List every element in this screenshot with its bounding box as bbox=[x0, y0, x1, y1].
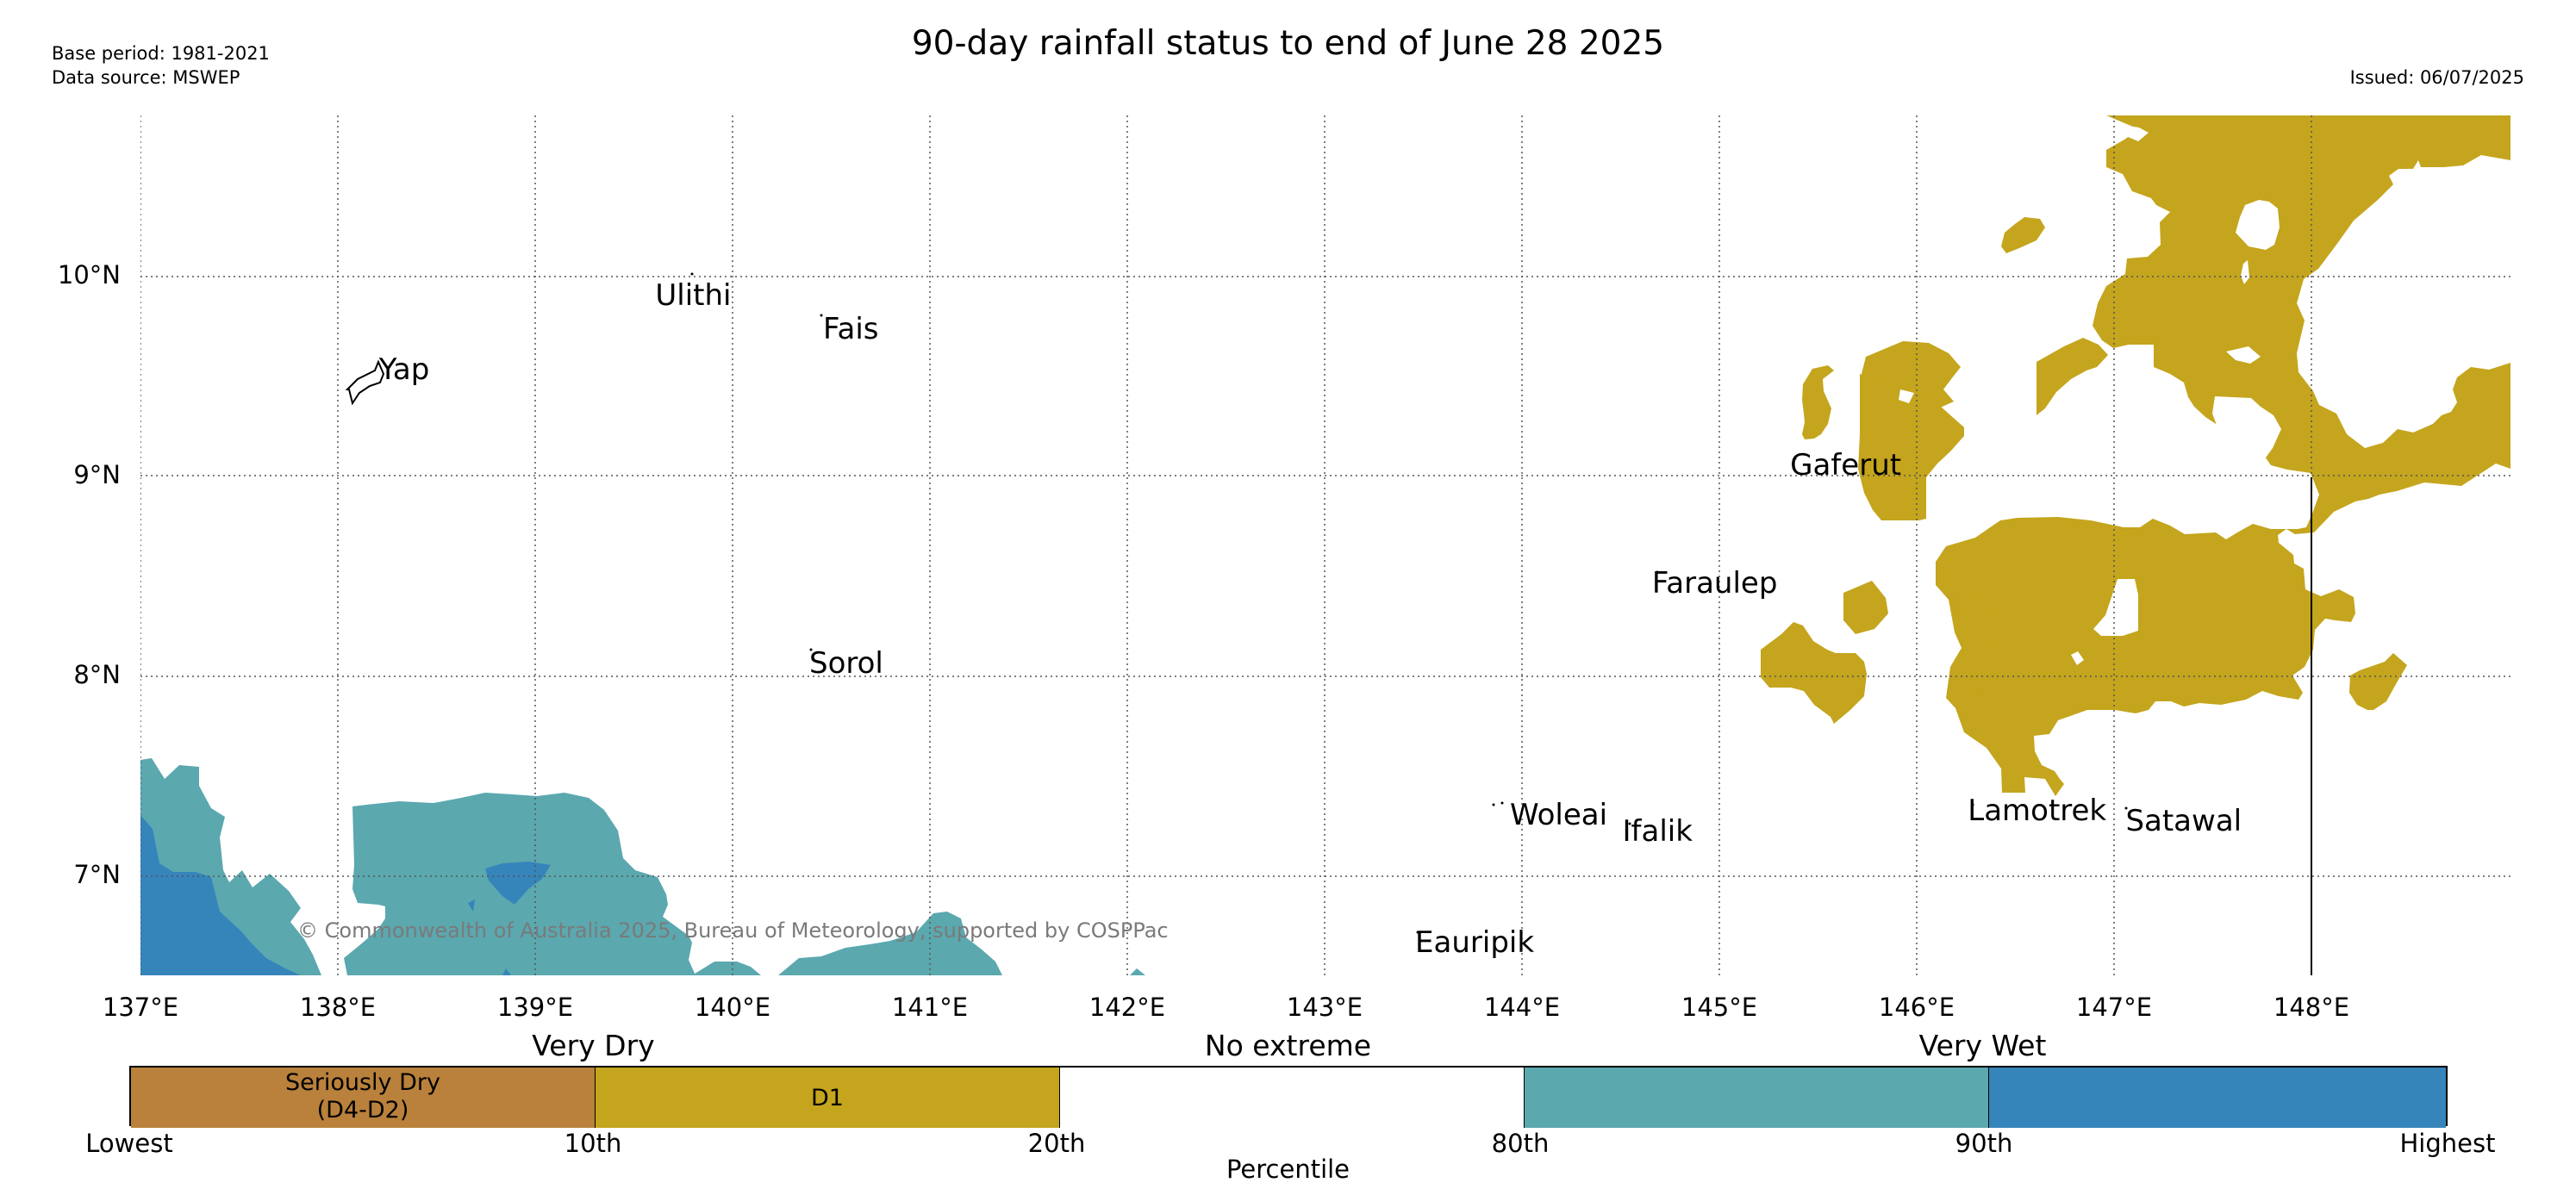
lon-tick-label: 142°E bbox=[1088, 993, 1166, 1022]
place-label-eauripik: Eauripik bbox=[1415, 925, 1535, 961]
rainfall-map bbox=[140, 115, 2511, 975]
lat-tick-label: 7°N bbox=[73, 859, 121, 889]
colorbar-d1: D1 bbox=[596, 1068, 1060, 1128]
seriously-dry-label: Seriously Dry (D4-D2) bbox=[285, 1069, 440, 1124]
lat-tick-label: 10°N bbox=[57, 259, 121, 289]
lat-tick-label: 9°N bbox=[73, 459, 121, 489]
colorbar-tick-label: Lowest bbox=[85, 1129, 173, 1158]
place-label-woleai: Woleai bbox=[1509, 798, 1608, 832]
place-label-fais: Fais bbox=[823, 312, 879, 347]
place-label-faraulep: Faraulep bbox=[1651, 565, 1778, 601]
lon-tick-label: 148°E bbox=[2273, 993, 2350, 1022]
colorbar-tick-label: 90th bbox=[1955, 1129, 2013, 1158]
colorbar-tick-label: 20th bbox=[1027, 1129, 1086, 1158]
colorbar-tick-label: 80th bbox=[1491, 1129, 1550, 1158]
colorbar-wet-90-plus bbox=[1989, 1068, 2446, 1128]
colorbar-tick-label: 10th bbox=[564, 1129, 622, 1158]
copyright-text: © Commonwealth of Australia 2025, Bureau… bbox=[297, 918, 1169, 943]
lon-tick-label: 147°E bbox=[2075, 993, 2153, 1022]
place-label-gaferut: Gaferut bbox=[1790, 448, 1902, 482]
colorbar-no-extreme bbox=[1060, 1068, 1525, 1128]
lon-tick-label: 139°E bbox=[496, 993, 574, 1022]
colorbar: Seriously Dry (D4-D2) D1 bbox=[129, 1066, 2448, 1128]
base-period-text: Base period: 1981-2021 bbox=[52, 43, 270, 64]
lon-tick-label: 141°E bbox=[891, 993, 969, 1022]
yap-island-outline bbox=[345, 359, 385, 406]
category-very-dry: Very Dry bbox=[532, 1029, 655, 1062]
place-label-ulithi: Ulithi bbox=[655, 277, 732, 313]
lon-tick-label: 137°E bbox=[102, 993, 179, 1022]
lon-tick-label: 145°E bbox=[1681, 993, 1758, 1022]
lat-tick-label: 8°N bbox=[73, 659, 121, 689]
map-graticule bbox=[140, 115, 2511, 975]
category-very-wet: Very Wet bbox=[1918, 1029, 2047, 1062]
place-label-sorol: Sorol bbox=[809, 645, 883, 681]
d1-dry-region bbox=[1761, 115, 2511, 796]
place-label-ifalik: Ifalik bbox=[1622, 813, 1693, 849]
place-label-satawal: Satawal bbox=[2125, 803, 2242, 838]
no-extreme-holes bbox=[1899, 126, 2281, 665]
lon-tick-label: 144°E bbox=[1483, 993, 1561, 1022]
colorbar-wet-80-90 bbox=[1525, 1068, 1989, 1128]
lon-tick-label: 143°E bbox=[1286, 993, 1363, 1022]
colorbar-seriously-dry: Seriously Dry (D4-D2) bbox=[131, 1068, 596, 1128]
lon-tick-label: 138°E bbox=[299, 993, 377, 1022]
map-title: 90-day rainfall status to end of June 28… bbox=[911, 24, 1665, 63]
d1-label: D1 bbox=[811, 1085, 844, 1111]
island-dots bbox=[690, 272, 2128, 934]
issued-date-text: Issued: 06/07/2025 bbox=[2349, 67, 2524, 88]
lon-tick-label: 146°E bbox=[1878, 993, 1955, 1022]
place-label-lamotrek: Lamotrek bbox=[1968, 794, 2107, 829]
colorbar-xlabel: Percentile bbox=[1226, 1155, 1350, 1184]
data-source-text: Data source: MSWEP bbox=[52, 67, 240, 88]
place-label-yap: Yap bbox=[378, 352, 430, 387]
wet-80-90-region bbox=[140, 758, 1145, 975]
wet-90-plus-region bbox=[140, 815, 551, 975]
lon-tick-label: 140°E bbox=[694, 993, 771, 1022]
category-no-extreme: No extreme bbox=[1204, 1029, 1372, 1062]
colorbar-tick-label: Highest bbox=[2399, 1129, 2496, 1158]
